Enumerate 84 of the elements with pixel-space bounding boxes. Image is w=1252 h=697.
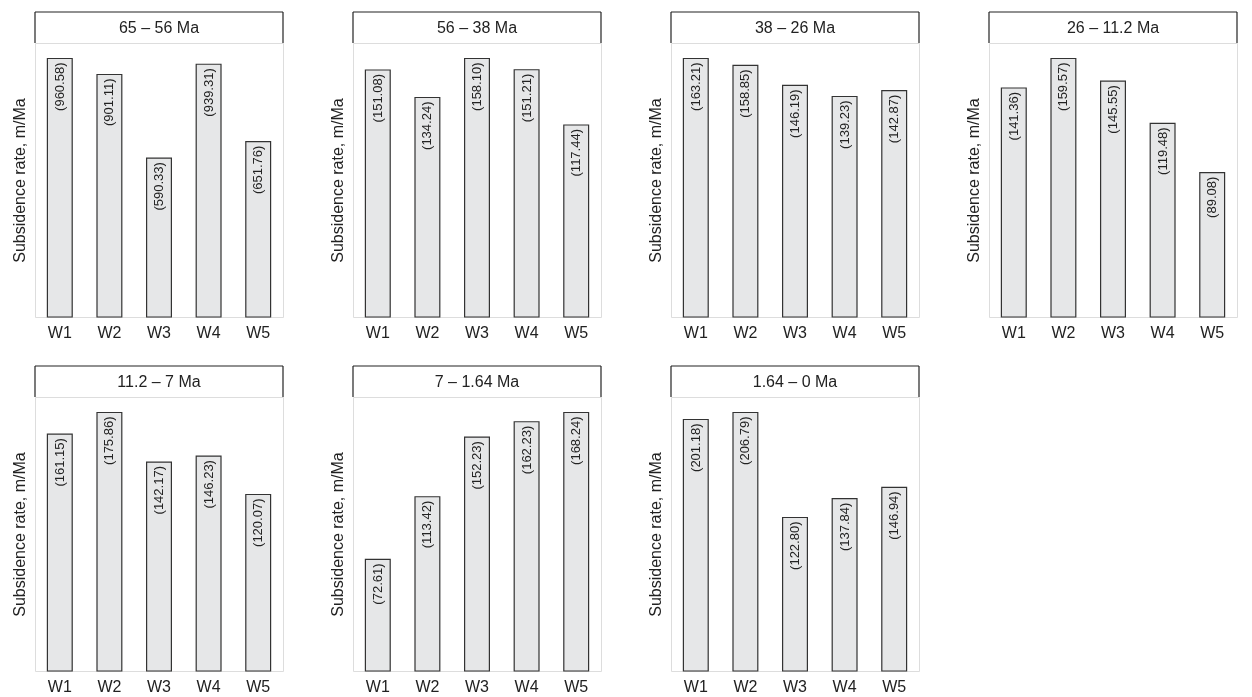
data-label: (119.48) xyxy=(1154,127,1170,175)
chart-title: 11.2 – 7 Ma xyxy=(117,372,201,390)
x-tick-label: W3 xyxy=(465,677,490,695)
data-label: (651.76) xyxy=(250,145,266,195)
data-label: (146.19) xyxy=(787,89,802,138)
x-tick-label: W2 xyxy=(97,323,122,341)
data-label: (939.31) xyxy=(200,68,216,117)
x-tick-label: W5 xyxy=(246,677,271,695)
y-axis-title: Subsidence rate, m/Ma xyxy=(10,98,28,263)
chart-title: 65 – 56 Ma xyxy=(118,18,200,36)
data-label: (137.84) xyxy=(836,502,852,552)
x-tick-label: W5 xyxy=(882,677,907,695)
data-label: (168.24) xyxy=(568,416,584,465)
data-label: (120.07) xyxy=(250,498,266,547)
x-tick-label: W5 xyxy=(882,323,907,341)
x-tick-label: W4 xyxy=(1150,323,1175,341)
x-tick-label: W4 xyxy=(196,677,221,695)
data-label: (113.42) xyxy=(419,500,435,549)
x-tick-label: W3 xyxy=(783,677,808,695)
y-axis-title: Subsidence rate, m/Ma xyxy=(964,98,982,263)
data-label: (122.80) xyxy=(787,521,802,570)
chart-title: 26 – 11.2 Ma xyxy=(1066,18,1160,36)
data-label: (960.58) xyxy=(51,62,67,111)
data-label: (175.86) xyxy=(101,416,117,465)
data-label: (152.23) xyxy=(469,441,484,490)
x-tick-label: W2 xyxy=(1051,323,1076,341)
data-label: (151.21) xyxy=(518,73,534,123)
data-label: (158.10) xyxy=(469,62,484,111)
data-label: (142.17) xyxy=(151,466,166,515)
x-tick-label: W2 xyxy=(733,677,758,695)
x-tick-label: W4 xyxy=(514,677,539,695)
x-tick-label: W4 xyxy=(832,677,857,695)
data-label: (163.21) xyxy=(687,62,703,111)
x-tick-label: W2 xyxy=(733,323,758,341)
data-label: (146.23) xyxy=(200,460,216,509)
x-tick-label: W5 xyxy=(564,323,589,341)
x-tick-label: W1 xyxy=(683,677,708,695)
data-label: (159.57) xyxy=(1055,62,1071,111)
chart-title: 56 – 38 Ma xyxy=(436,18,518,36)
data-label: (72.61) xyxy=(369,563,385,605)
x-tick-label: W1 xyxy=(365,677,390,695)
x-tick-label: W1 xyxy=(683,323,708,341)
chart-title: 1.64 – 0 Ma xyxy=(752,372,838,390)
data-label: (141.36) xyxy=(1005,92,1021,141)
y-axis-title: Subsidence rate, m/Ma xyxy=(10,452,28,617)
x-tick-label: W3 xyxy=(465,323,490,341)
x-tick-label: W3 xyxy=(783,323,808,341)
x-tick-label: W2 xyxy=(97,677,122,695)
chart-title: 38 – 26 Ma xyxy=(754,18,836,36)
x-tick-label: W3 xyxy=(147,677,172,695)
data-label: (142.87) xyxy=(886,94,902,144)
data-label: (146.94) xyxy=(886,491,902,540)
y-axis-title: Subsidence rate, m/Ma xyxy=(328,452,346,617)
x-tick-label: W3 xyxy=(1101,323,1126,341)
data-label: (590.33) xyxy=(151,162,166,211)
x-tick-label: W4 xyxy=(832,323,857,341)
data-label: (134.24) xyxy=(419,101,435,150)
data-label: (162.23) xyxy=(518,425,534,475)
x-tick-label: W5 xyxy=(1200,323,1225,341)
data-label: (117.44) xyxy=(568,128,584,177)
x-tick-label: W4 xyxy=(196,323,221,341)
data-label: (206.79) xyxy=(737,416,753,465)
x-tick-label: W5 xyxy=(564,677,589,695)
x-tick-label: W1 xyxy=(1001,323,1026,341)
x-tick-label: W1 xyxy=(47,323,72,341)
x-tick-label: W2 xyxy=(415,677,440,695)
x-tick-label: W3 xyxy=(147,323,172,341)
data-label: (151.08) xyxy=(369,73,385,123)
data-label: (158.85) xyxy=(737,69,753,118)
data-label: (89.08) xyxy=(1204,176,1220,218)
data-label: (145.55) xyxy=(1105,85,1120,134)
x-tick-label: W2 xyxy=(415,323,440,341)
y-axis-title: Subsidence rate, m/Ma xyxy=(646,98,664,263)
x-tick-label: W1 xyxy=(47,677,72,695)
chart-title: 7 – 1.64 Ma xyxy=(434,372,520,390)
x-tick-label: W4 xyxy=(514,323,539,341)
y-axis-title: Subsidence rate, m/Ma xyxy=(646,452,664,617)
x-tick-label: W1 xyxy=(365,323,390,341)
data-label: (161.15) xyxy=(51,438,67,487)
data-label: (901.11) xyxy=(101,78,117,126)
y-axis-title: Subsidence rate, m/Ma xyxy=(328,98,346,263)
data-label: (201.18) xyxy=(687,423,703,472)
data-label: (139.23) xyxy=(836,100,852,149)
x-tick-label: W5 xyxy=(246,323,271,341)
